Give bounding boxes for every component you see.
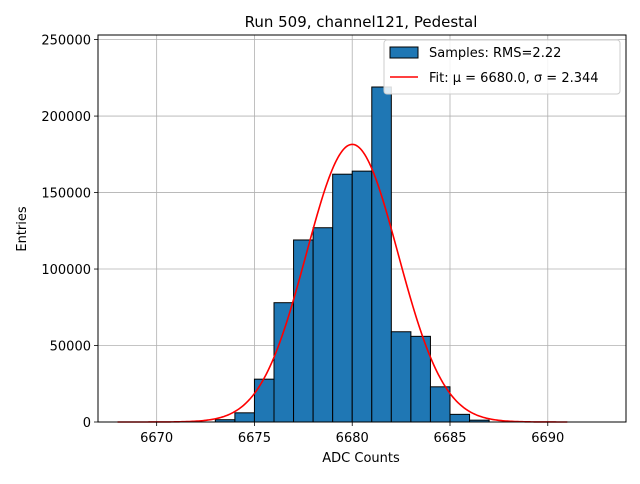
legend-label-fit: Fit: μ = 6680.0, σ = 2.344 (429, 71, 599, 86)
x-tick-label: 6690 (531, 431, 564, 446)
histogram-bar (429, 386, 451, 423)
x-tick-label: 6680 (336, 431, 369, 446)
y-tick-label: 50000 (50, 340, 91, 355)
x-tick-label: 6675 (238, 431, 271, 446)
fit-curve (117, 143, 568, 423)
x-axis-label: ADC Counts (322, 451, 400, 466)
histogram-bar (253, 378, 275, 423)
y-tick-label: 200000 (41, 110, 91, 125)
histogram-bar (390, 331, 412, 423)
x-axis-ticks: 6670 6675 6680 6685 6690 (140, 422, 564, 446)
y-tick-label: 0 (83, 416, 91, 431)
histogram-bar (351, 170, 373, 423)
legend-swatch-samples (389, 46, 419, 59)
legend-box (383, 39, 621, 95)
x-tick-label: 6685 (433, 431, 466, 446)
histogram-bar (273, 302, 295, 423)
histogram-bar (312, 227, 334, 423)
histogram-bar (449, 413, 471, 423)
y-axis-ticks: 0 50000 100000 150000 200000 250000 (41, 34, 98, 431)
fit-curve-group (117, 143, 568, 423)
histogram-bars (214, 86, 490, 423)
x-tick-label: 6670 (140, 431, 173, 446)
chart-title: Run 509, channel121, Pedestal (245, 13, 478, 31)
histogram-bar (371, 86, 392, 423)
y-tick-label: 250000 (41, 34, 91, 49)
y-tick-label: 150000 (41, 187, 91, 202)
histogram-bar (234, 412, 255, 423)
y-axis-label: Entries (15, 206, 30, 252)
legend: Samples: RMS=2.22 Fit: μ = 6680.0, σ = 2… (383, 39, 621, 95)
histogram-bar (332, 173, 353, 423)
y-tick-label: 100000 (41, 263, 91, 278)
plot-frame (97, 34, 627, 423)
legend-label-samples: Samples: RMS=2.22 (429, 46, 561, 61)
